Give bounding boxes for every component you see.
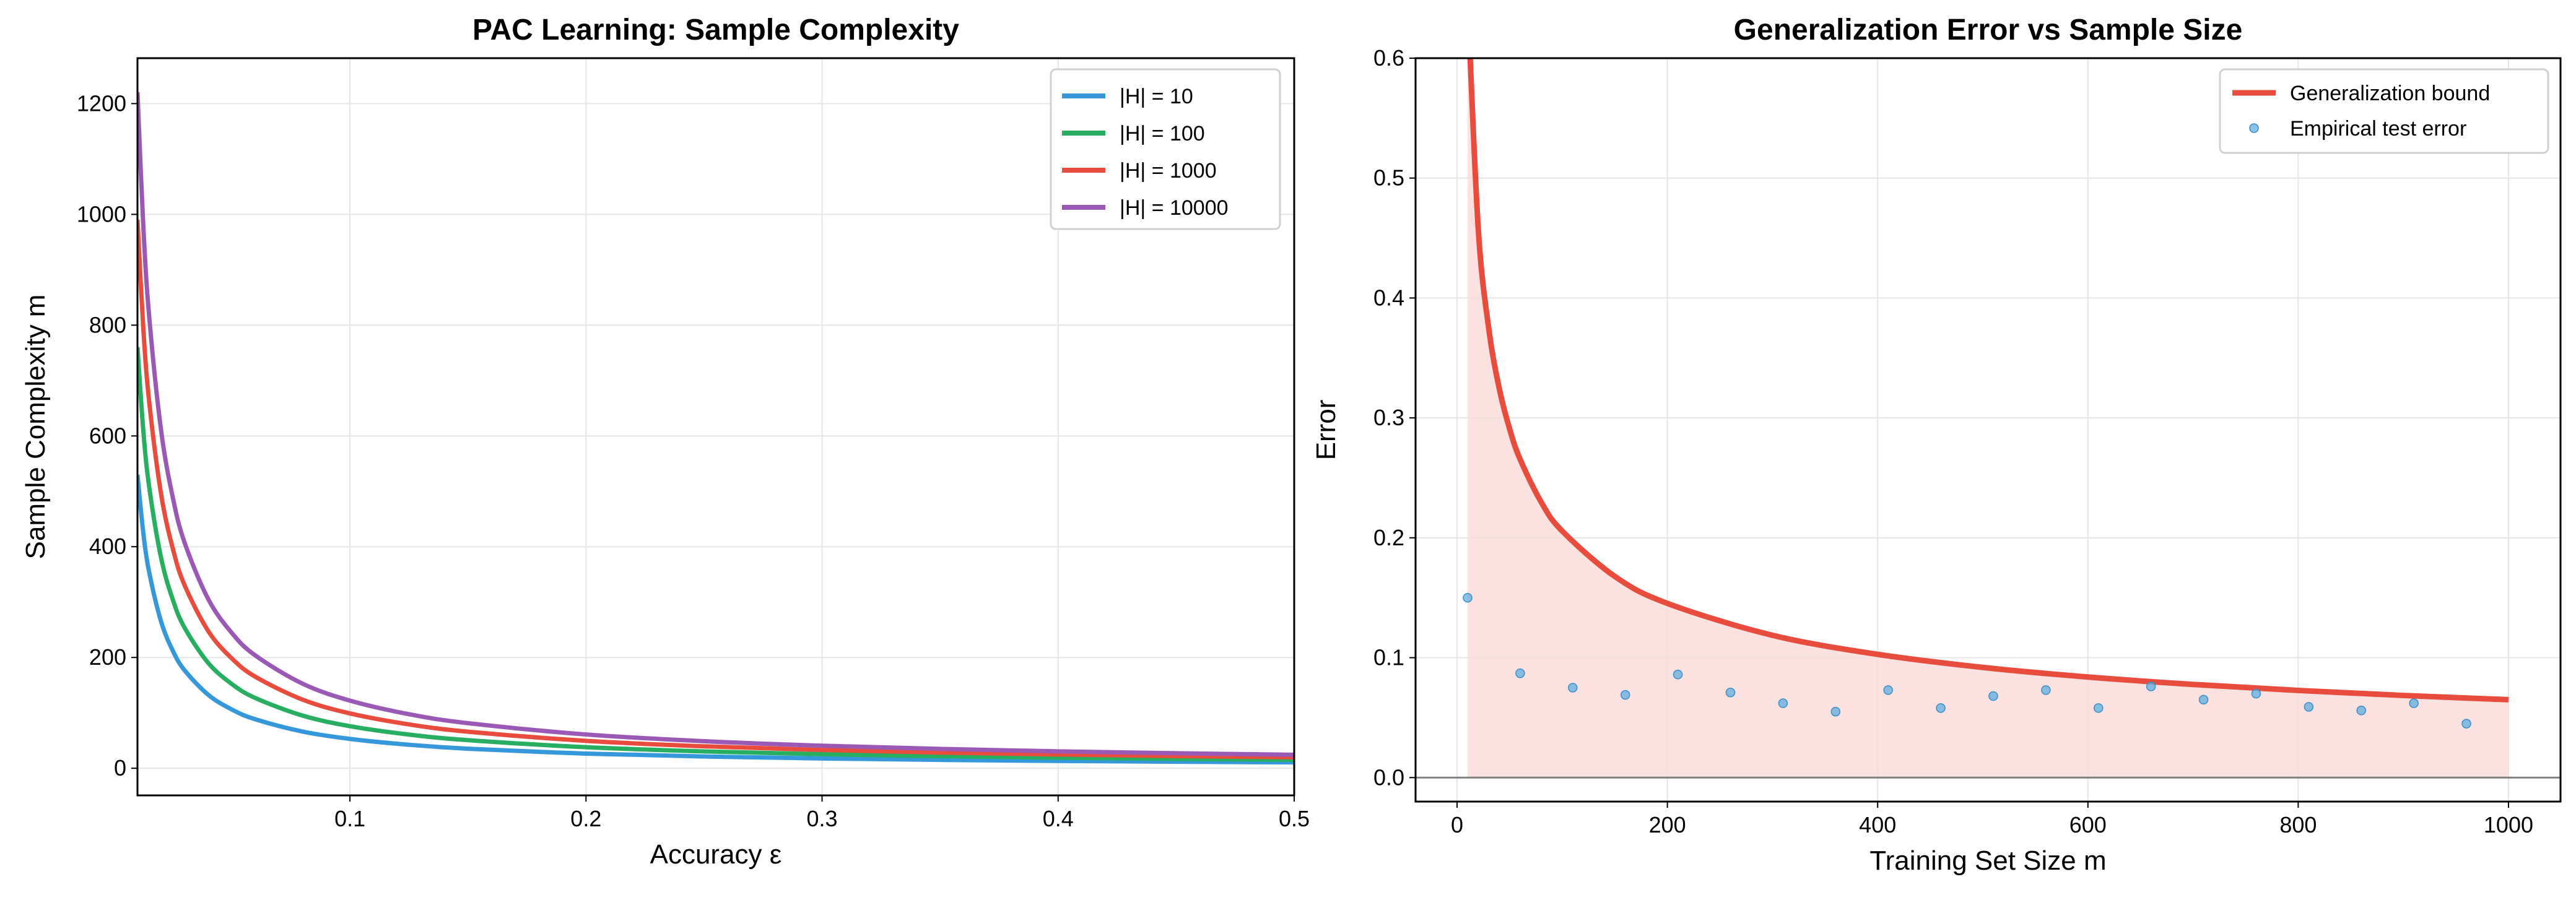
legend: |H| = 10 |H| = 100 |H| = 1000 |H| = 10000 — [1050, 68, 1281, 230]
series-lines — [137, 92, 1294, 765]
chart-title: Generalization Error vs Sample Size — [1734, 14, 2243, 46]
axes-frame — [136, 57, 1295, 797]
x-tick-label: 600 — [2069, 812, 2107, 837]
empirical-point — [2251, 688, 2261, 699]
y-tick-label: 800 — [89, 312, 126, 337]
empirical-point — [1515, 668, 1525, 678]
sample-complexity-chart: 0.1 0.2 0.3 0.4 0.5 0 200 400 600 800 1000 1200 PAC … — [20, 14, 1310, 870]
y-tick-label: 600 — [89, 423, 126, 448]
legend-label: |H| = 10 — [1120, 85, 1193, 108]
y-tick-label: 1000 — [77, 201, 126, 227]
x-tick-label: 0.1 — [334, 806, 365, 831]
legend-swatch-empirical — [2249, 123, 2259, 133]
empirical-point — [2198, 694, 2209, 705]
chart-title: PAC Learning: Sample Complexity — [472, 14, 959, 46]
x-tick-label: 200 — [1649, 812, 1686, 837]
empirical-point — [2409, 698, 2419, 708]
legend-label: |H| = 100 — [1120, 122, 1205, 145]
x-tick-label: 0.3 — [807, 806, 838, 831]
y-tick-label: 0.1 — [1373, 645, 1404, 670]
legend-label: |H| = 10000 — [1120, 196, 1229, 220]
empirical-point — [2461, 719, 2471, 729]
empirical-point — [1620, 690, 1630, 700]
x-tick-label: 0.5 — [1279, 806, 1310, 831]
empirical-point — [1463, 592, 1473, 603]
empirical-point — [1936, 703, 1946, 713]
empirical-point — [1568, 683, 1578, 693]
x-axis-label: Training Set Size m — [1869, 846, 2106, 876]
legend-label: Generalization bound — [2290, 82, 2490, 105]
empirical-point — [2146, 681, 2156, 691]
empirical-point — [2304, 702, 2314, 712]
empirical-point — [2094, 703, 2104, 713]
x-tick-label: 0 — [1451, 812, 1463, 837]
empirical-point — [2041, 685, 2051, 695]
plot-area — [1416, 58, 2561, 779]
y-tick-label: 1200 — [77, 90, 126, 116]
legend-box — [2219, 68, 2549, 154]
y-tick-label: 0.2 — [1373, 525, 1404, 550]
empirical-point — [1830, 706, 1841, 717]
empirical-point — [1883, 685, 1893, 695]
series-line-2 — [137, 219, 1294, 759]
bound-line — [1467, 58, 2509, 703]
series-line-3 — [137, 92, 1294, 757]
y-tick-label: 0.3 — [1373, 405, 1404, 430]
empirical-point — [1725, 687, 1736, 698]
series-line-0 — [137, 474, 1294, 765]
y-tick-label: 0.5 — [1373, 165, 1404, 191]
empirical-point — [2356, 706, 2367, 716]
x-tick-label: 800 — [2279, 812, 2317, 837]
generalization-error-chart: 0 200 400 600 800 1000 0.0 0.1 0.2 0.3 0.4 0.5 0.6 Ge… — [1311, 14, 2562, 876]
x-tick-label: 1000 — [2484, 812, 2533, 837]
bound-fill-area — [1468, 58, 2509, 778]
empirical-point — [1673, 669, 1683, 680]
legend-label: Empirical test error — [2290, 117, 2466, 141]
x-tick-label: 400 — [1859, 812, 1896, 837]
y-tick-label: 400 — [89, 534, 126, 559]
y-tick-label: 0.4 — [1373, 285, 1404, 310]
y-axis-label: Error — [1311, 400, 1341, 461]
empirical-point — [1778, 698, 1788, 708]
y-tick-label: 0.6 — [1373, 45, 1404, 71]
series-line-1 — [137, 347, 1294, 763]
x-tick-label: 0.2 — [570, 806, 601, 831]
x-tick-label: 0.4 — [1043, 806, 1074, 831]
y-tick-label: 200 — [89, 644, 126, 670]
y-tick-label: 0.0 — [1373, 764, 1404, 790]
y-tick-label: 0 — [114, 755, 126, 781]
y-axis-label: Sample Complexity m — [20, 295, 51, 560]
axes-frame — [1414, 57, 2562, 803]
empirical-point — [1988, 691, 1998, 701]
x-axis-label: Accuracy ε — [650, 839, 782, 870]
legend-box — [1050, 68, 1281, 230]
legend-label: |H| = 1000 — [1120, 159, 1217, 183]
legend: Generalization bound Empirical test error — [2219, 68, 2549, 154]
